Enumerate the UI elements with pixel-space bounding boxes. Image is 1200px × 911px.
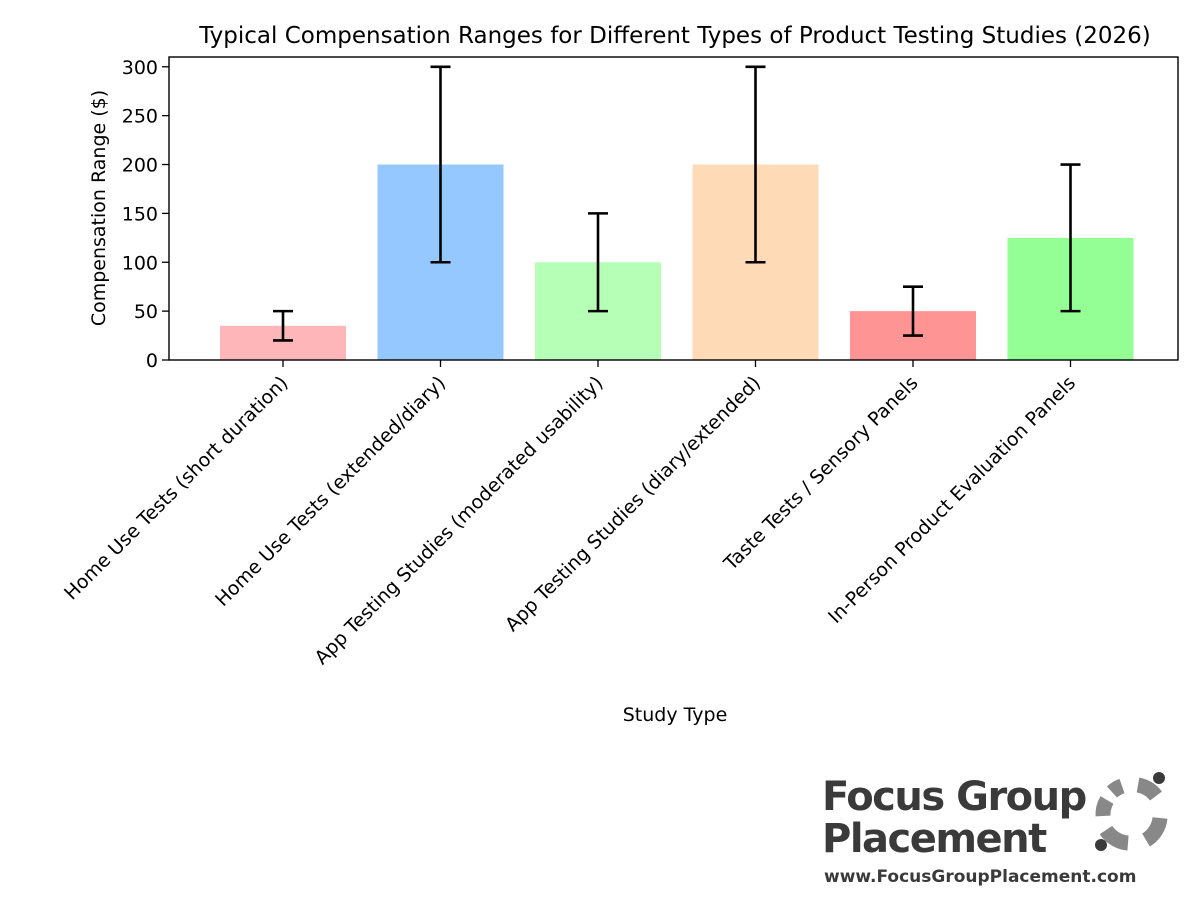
y-tick-label-3: 150: [122, 203, 158, 225]
y-tick-label-6: 300: [122, 57, 158, 79]
error-bar-4: [903, 285, 923, 337]
x-axis-label: Study Type: [623, 704, 728, 726]
error-bar-1: [430, 65, 451, 264]
logo-line-1: Focus Group: [822, 774, 1087, 820]
logo-line-2: Placement: [822, 816, 1047, 862]
error-bar-3: [745, 65, 766, 264]
x-tick-label-3: App Testing Studies (diary/extended): [501, 372, 765, 636]
error-bar-0: [273, 309, 293, 342]
focus-group-placement-logo: Focus Group Placement www.FocusGroupPlac…: [822, 772, 1182, 897]
error-bar-5: [1060, 163, 1081, 313]
chart-title: Typical Compensation Ranges for Differen…: [198, 23, 1151, 49]
x-tick-label-5: In-Person Product Evaluation Panels: [824, 372, 1080, 628]
logo-ring-icon: [1095, 772, 1168, 851]
plot-frame: [168, 56, 1179, 361]
y-tick-label-0: 0: [146, 350, 158, 372]
x-tick-label-2: App Testing Studies (moderated usability…: [310, 372, 607, 669]
x-axis: Home Use Tests (short duration)Home Use …: [60, 360, 1080, 669]
bars-layer: [220, 164, 1134, 360]
chart: Typical Compensation Ranges for Differen…: [60, 23, 1179, 726]
y-tick-label-2: 100: [122, 252, 158, 274]
y-axis-label: Compensation Range ($): [88, 90, 110, 326]
error-bars-layer: [273, 65, 1081, 342]
y-tick-label-4: 200: [122, 155, 158, 177]
error-bar-2: [588, 212, 608, 313]
y-tick-label-5: 250: [122, 106, 158, 128]
y-tick-label-1: 50: [134, 301, 158, 323]
logo-url: www.FocusGroupPlacement.com: [824, 867, 1137, 887]
y-axis: 0 50 100 150 200 250 300: [122, 57, 169, 372]
